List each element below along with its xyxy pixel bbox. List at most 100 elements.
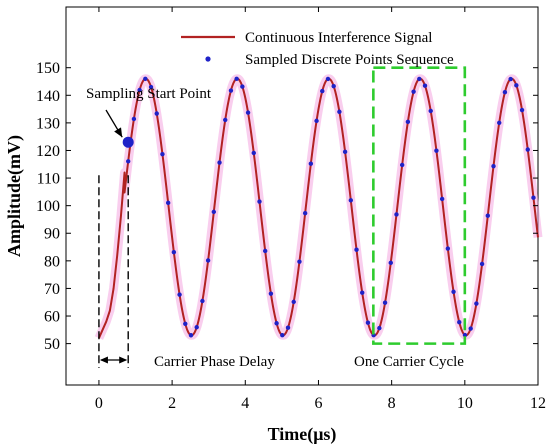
sample-point xyxy=(497,120,502,126)
sample-point xyxy=(126,159,131,164)
y-tick-label: 90 xyxy=(44,226,60,243)
sample-point xyxy=(320,88,325,94)
sample-point xyxy=(382,300,388,305)
sample-point xyxy=(194,325,199,330)
sample-point xyxy=(200,298,205,304)
x-tick-label: 8 xyxy=(388,395,396,412)
sample-point xyxy=(428,108,433,114)
sample-point xyxy=(257,199,262,204)
sample-point xyxy=(434,148,439,153)
sample-point xyxy=(451,289,456,294)
sample-point xyxy=(160,151,165,157)
phase-delay-label: Carrier Phase Delay xyxy=(154,354,275,370)
sample-point xyxy=(360,290,365,295)
sample-point xyxy=(297,259,302,264)
sample-point xyxy=(457,319,462,325)
sample-point xyxy=(308,161,314,166)
x-tick-label: 12 xyxy=(530,395,546,412)
sample-point xyxy=(354,247,359,252)
sample-point xyxy=(234,76,239,82)
sample-point xyxy=(508,76,513,82)
x-tick-label: 10 xyxy=(457,395,473,412)
sample-point xyxy=(143,76,148,82)
x-tick-label: 4 xyxy=(241,395,249,412)
y-tick-label: 110 xyxy=(37,171,60,188)
sample-point xyxy=(165,200,171,206)
sample-point xyxy=(485,213,490,218)
y-axis-label: Amplitude(mV) xyxy=(4,135,25,257)
y-tick-label: 70 xyxy=(44,281,60,298)
y-tick-label: 50 xyxy=(44,336,60,353)
sample-point xyxy=(148,84,154,90)
sample-point xyxy=(411,89,416,94)
sample-point xyxy=(291,299,296,305)
legend: Continuous Interference Signal Sampled Di… xyxy=(181,30,454,68)
x-tick-label: 0 xyxy=(95,395,103,412)
sample-point xyxy=(177,292,182,297)
y-tick-label: 150 xyxy=(36,60,60,77)
y-tick-label: 100 xyxy=(36,198,60,215)
sample-point xyxy=(394,212,399,217)
sample-point xyxy=(285,325,291,330)
sample-point xyxy=(502,90,508,95)
sample-point xyxy=(228,88,234,93)
plot-area-frame xyxy=(65,6,539,386)
sample-point xyxy=(337,109,342,114)
x-tick-label: 2 xyxy=(168,395,176,412)
y-tick-label: 130 xyxy=(36,115,60,132)
y-tick-label: 60 xyxy=(44,309,60,326)
sample-point xyxy=(205,258,211,263)
phase-delay-arrowhead-right xyxy=(119,356,128,364)
sample-point xyxy=(388,260,393,266)
sample-point xyxy=(280,333,285,338)
x-axis-label: Time(μs) xyxy=(268,424,337,445)
sample-point xyxy=(245,110,251,115)
annotation-layer: Sampling Start Point Carrier Phase Delay O… xyxy=(86,66,467,370)
sampling-start-arrowhead xyxy=(114,127,123,138)
sample-points-layer xyxy=(126,76,536,338)
sample-point xyxy=(325,76,331,82)
sample-point xyxy=(274,321,279,326)
sampling-start-marker xyxy=(122,136,134,148)
sample-point xyxy=(131,116,137,122)
y-tick-label: 140 xyxy=(36,88,60,105)
phase-delay-arrowhead-left xyxy=(99,356,108,364)
sample-point xyxy=(262,248,268,254)
sample-point xyxy=(405,119,411,125)
sample-point xyxy=(479,261,485,267)
sample-point xyxy=(468,326,473,331)
sample-point xyxy=(268,291,274,296)
sample-point xyxy=(240,84,245,89)
sample-point xyxy=(439,196,445,202)
carrier-cycle-box xyxy=(372,66,467,345)
sample-point xyxy=(223,117,228,123)
legend-swatch-samples xyxy=(205,56,211,62)
sample-point xyxy=(377,325,382,331)
sample-point xyxy=(365,320,371,325)
sample-point xyxy=(137,87,142,93)
sample-point xyxy=(331,83,336,89)
sample-point xyxy=(217,160,222,165)
sample-point xyxy=(251,150,256,156)
sample-point xyxy=(462,332,468,338)
sample-point xyxy=(314,118,319,124)
sample-point xyxy=(417,76,422,82)
sample-point xyxy=(348,198,354,203)
sample-point xyxy=(491,163,496,169)
sample-point xyxy=(154,111,159,116)
sample-point xyxy=(171,249,177,255)
sample-point xyxy=(342,149,348,155)
legend-label-samples: Sampled Discrete Points Sequence xyxy=(245,52,454,68)
sample-point xyxy=(183,321,188,326)
y-tick-label: 80 xyxy=(44,253,60,270)
legend-label-signal: Continuous Interference Signal xyxy=(245,30,432,46)
axes-layer: 0 2 4 6 8 10 12 50 60 70 80 90 100 110 120 130 140 150 Tim… xyxy=(4,7,546,445)
sample-point xyxy=(422,83,428,88)
sample-point xyxy=(399,162,405,168)
sample-point xyxy=(445,246,451,251)
sample-point xyxy=(302,210,308,216)
x-tick-label: 6 xyxy=(314,395,322,412)
